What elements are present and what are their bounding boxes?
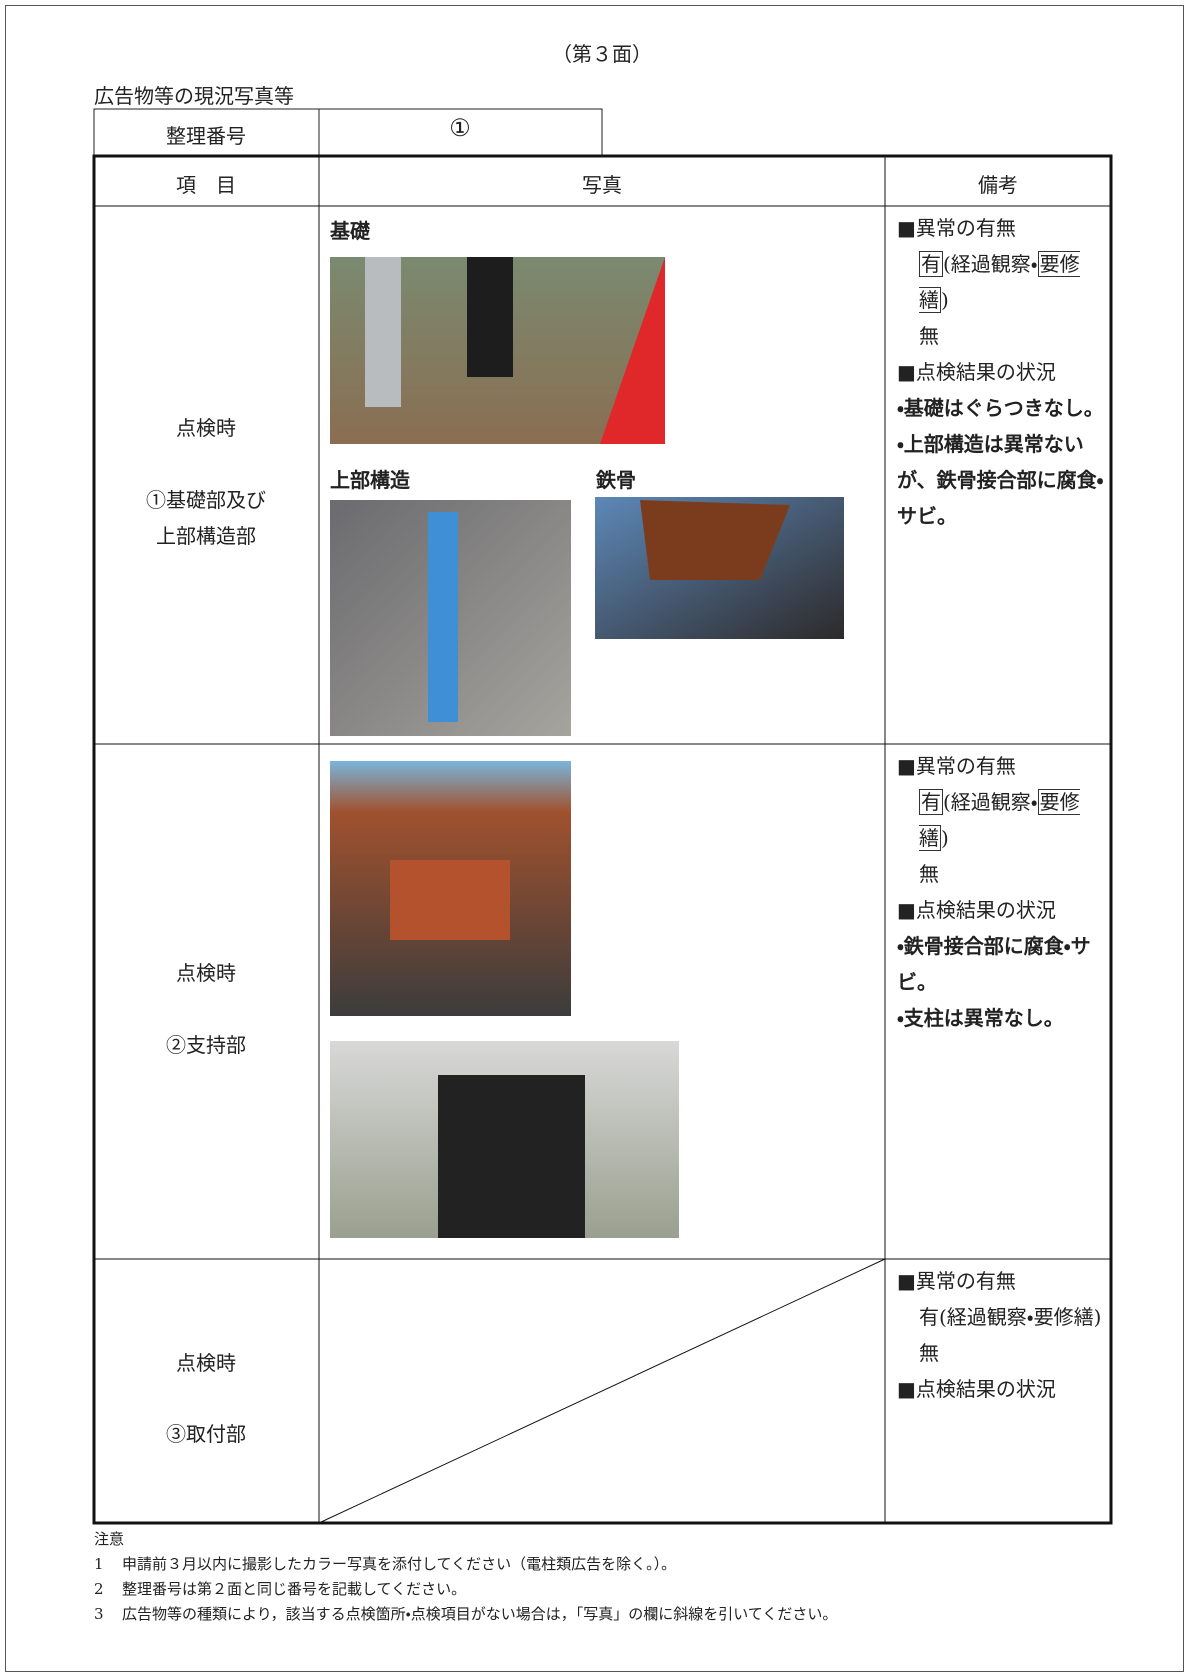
note-item: 3 広告物等の種類により，該当する点検箇所・点検項目がない場合は，「写真」の欄に斜…	[94, 1602, 837, 1627]
option-part: )	[1093, 1305, 1102, 1329]
note-text: 広告物等の種類により，該当する点検箇所・点検項目がない場合は，「写真」の欄に斜線…	[122, 1605, 838, 1623]
remarks-options: 有(経過観察・要修繕)	[897, 784, 1109, 856]
photo-caption: 鉄骨	[596, 468, 636, 492]
item-label: ③取付部	[166, 1422, 246, 1446]
result-heading: ■点検結果の状況	[897, 360, 1056, 384]
remarks: ■異常の有無有(経過観察・要修繕) 無 ■点検結果の状況	[897, 1263, 1109, 1407]
finding: ・上部構造は異常ないが、鉄骨接合部に腐食・サビ。	[897, 432, 1104, 528]
option-part: 有	[919, 251, 943, 277]
item-label: 上部構造部	[156, 524, 256, 548]
note-number: 2	[94, 1580, 104, 1598]
option-part: 要修繕	[1033, 1305, 1094, 1329]
remarks-heading: ■異常の有無	[897, 754, 1016, 778]
option-part: 有	[919, 1305, 939, 1329]
option-part: 有	[919, 789, 943, 815]
main-table	[92, 154, 1113, 1525]
notes-heading: 注意	[94, 1530, 125, 1548]
remarks: ■異常の有無有 (経過観察・ 要修繕) 無 ■点検結果の状況 ・鉄骨接合部に腐食・サビ。・…	[897, 748, 1109, 1036]
note-number: 3	[94, 1605, 104, 1623]
option-part: (経過観察・	[943, 790, 1038, 814]
diagonal-slash	[318, 1258, 886, 1524]
id-value: ①	[449, 114, 471, 142]
remarks: ■異常の有無有 (経過観察・ 要修繕) 無 ■点検結果の状況 ・基礎はぐらつきなし。 ・上部…	[897, 210, 1109, 534]
note-item: 2 整理番号は第２面と同じ番号を記載してください。	[94, 1577, 837, 1602]
section-title: 広告物等の現況写真等	[94, 84, 294, 108]
option-part: )	[941, 288, 949, 312]
item-label: 点検時	[176, 961, 236, 985]
item-label: 点検時	[176, 416, 236, 440]
option-part: )	[941, 826, 949, 850]
item-label: ②支持部	[166, 1033, 246, 1057]
option-part: (経過観察・	[939, 1305, 1034, 1329]
remarks-none: 無	[919, 1341, 939, 1365]
finding: ・鉄骨接合部に腐食・サビ。	[897, 934, 1091, 994]
option-part: 要修繕	[919, 789, 1080, 851]
header: 項 目	[176, 173, 236, 197]
note-text: 整理番号は第２面と同じ番号を記載してください。	[122, 1580, 467, 1598]
photo-caption: 上部構造	[330, 468, 410, 492]
photos	[330, 257, 844, 1238]
finding: ・基礎はぐらつきなし。	[897, 396, 1104, 420]
id-label: 整理番号	[166, 124, 246, 148]
remarks-options: 有(経過観察・要修繕)	[897, 246, 1109, 318]
remarks-heading: ■異常の有無	[897, 1269, 1016, 1293]
result-heading: ■点検結果の状況	[897, 898, 1056, 922]
item-label: 点検時	[176, 1351, 236, 1375]
note-item: 1 申請前３月以内に撮影したカラー写真を添付してください（電柱類広告を除く。）。	[94, 1552, 837, 1577]
finding: ・支柱は異常なし。	[897, 1006, 1064, 1030]
header: 備考	[978, 173, 1018, 197]
note-text: 申請前３月以内に撮影したカラー写真を添付してください（電柱類広告を除く。）。	[122, 1555, 677, 1573]
item-label: ①基礎部及び	[146, 488, 266, 512]
page-border	[5, 5, 1184, 1672]
option-part: (経過観察・	[943, 252, 1038, 276]
notes: 注意 1 申請前３月以内に撮影したカラー写真を添付してください（電柱類広告を除く。）…	[94, 1527, 837, 1627]
photo-caption: 基礎	[330, 219, 370, 243]
page-label: （第３面）	[552, 42, 652, 66]
remarks-options: 有(経過観察・要修繕)	[897, 1299, 1109, 1335]
note-number: 1	[94, 1555, 104, 1573]
result-heading: ■点検結果の状況	[897, 1377, 1056, 1401]
remarks-heading: ■異常の有無	[897, 216, 1016, 240]
remarks-none: 無	[919, 324, 939, 348]
remarks-none: 無	[919, 862, 939, 886]
option-part: 要修繕	[919, 251, 1080, 313]
header: 写真	[582, 173, 622, 197]
